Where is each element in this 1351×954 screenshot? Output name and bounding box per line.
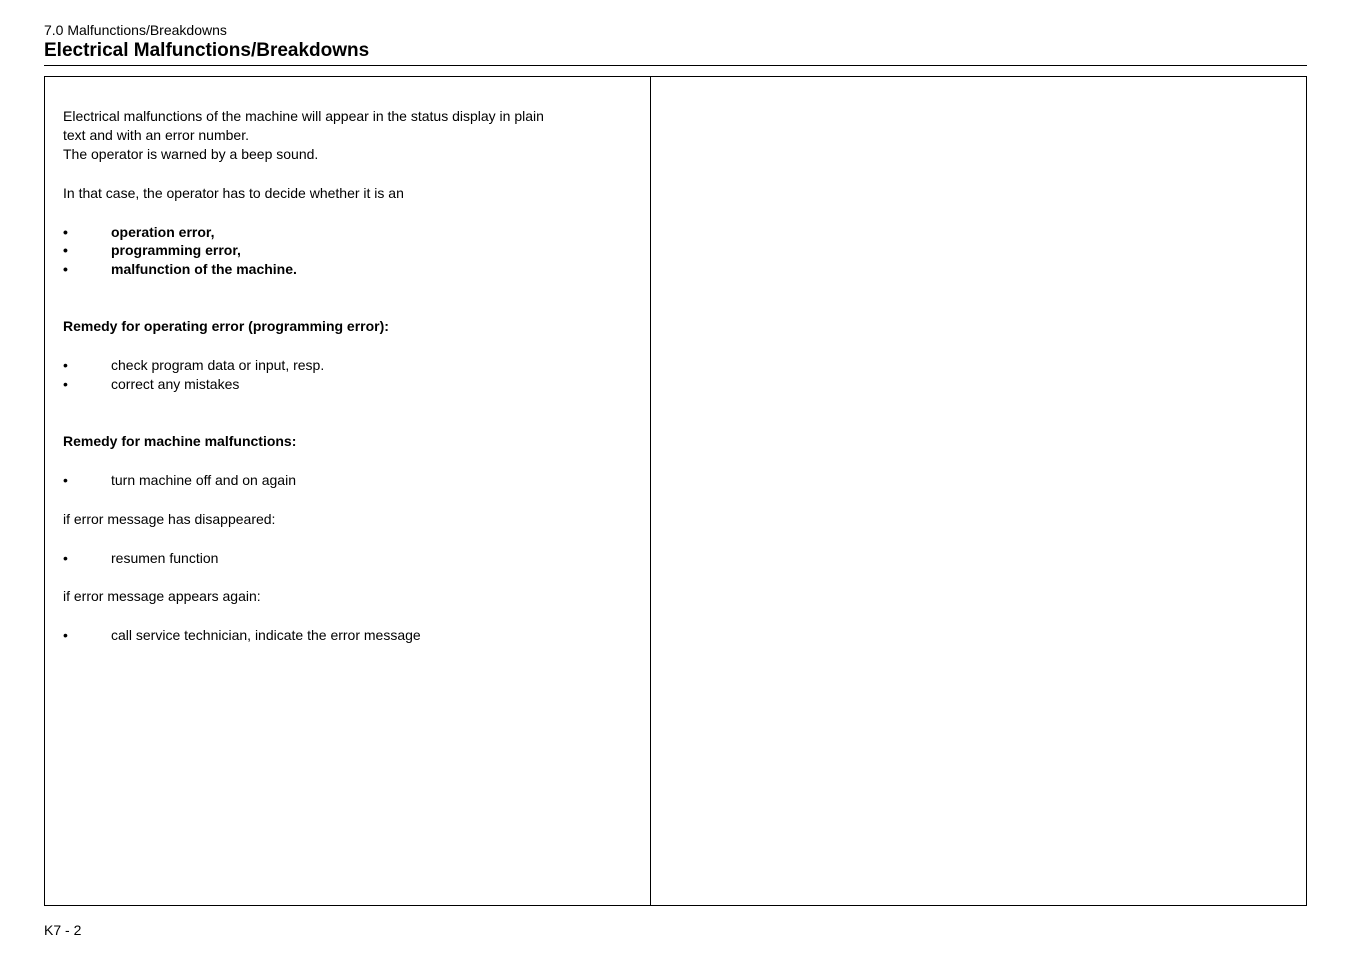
list-item: programming error, (63, 241, 623, 260)
remedy-machine-list-1: turn machine off and on again (63, 471, 623, 490)
list-item: resumen function (63, 549, 623, 568)
page-title: Electrical Malfunctions/Breakdowns (44, 40, 1307, 62)
remedy-operating-heading: Remedy for operating error (programming … (63, 317, 623, 336)
decide-text: In that case, the operator has to decide… (63, 184, 623, 203)
breadcrumb: 7.0 Malfunctions/Breakdowns (44, 22, 1307, 38)
list-item: malfunction of the machine. (63, 260, 623, 279)
intro-text-line: The operator is warned by a beep sound. (63, 145, 623, 164)
content-left-column: Electrical malfunctions of the machine w… (63, 107, 623, 645)
title-divider (44, 65, 1307, 66)
intro-text-line: Electrical malfunctions of the machine w… (63, 107, 623, 126)
list-item: correct any mistakes (63, 375, 623, 394)
remedy-machine-heading: Remedy for machine malfunctions: (63, 432, 623, 451)
call-service-list: call service technician, indicate the er… (63, 626, 623, 645)
if-disappeared-text: if error message has disappeared: (63, 510, 623, 529)
list-item: call service technician, indicate the er… (63, 626, 623, 645)
list-item: turn machine off and on again (63, 471, 623, 490)
page-number: K7 - 2 (44, 922, 81, 938)
remedy-operating-list: check program data or input, resp. corre… (63, 356, 623, 394)
list-item: operation error, (63, 223, 623, 242)
inner-right-box-border (650, 77, 651, 905)
resumen-list: resumen function (63, 549, 623, 568)
if-again-text: if error message appears again: (63, 587, 623, 606)
content-outer-box: Electrical malfunctions of the machine w… (44, 76, 1307, 906)
page: 7.0 Malfunctions/Breakdowns Electrical M… (0, 0, 1351, 954)
list-item: check program data or input, resp. (63, 356, 623, 375)
error-types-list: operation error, programming error, malf… (63, 223, 623, 280)
intro-text-line: text and with an error number. (63, 126, 623, 145)
